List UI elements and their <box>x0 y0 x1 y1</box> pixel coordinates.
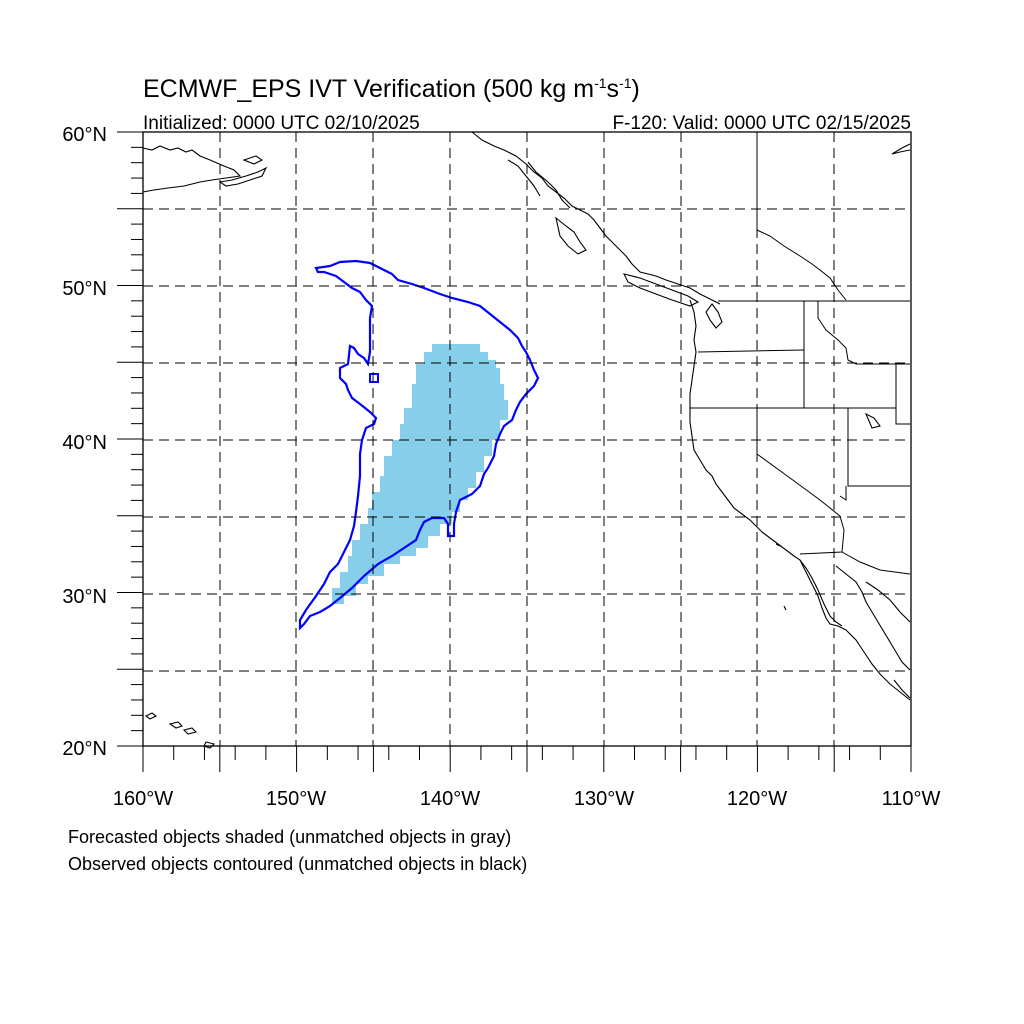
latitude-labels: 60°N 50°N 40°N 30°N 20°N <box>62 124 107 760</box>
lon-label-150: 150°W <box>266 788 326 810</box>
lat-label-40: 40°N <box>62 432 107 454</box>
lon-label-140: 140°W <box>420 788 480 810</box>
lat-label-20: 20°N <box>62 738 107 760</box>
footnote-observed: Observed objects contoured (unmatched ob… <box>68 854 527 874</box>
map-title: ECMWF_EPS IVT Verification (500 kg m-1s-… <box>143 75 640 103</box>
coastlines <box>142 131 911 749</box>
forecast-object <box>332 344 508 604</box>
init-time-label: Initialized: 0000 UTC 02/10/2025 <box>143 113 420 134</box>
footnote-forecast: Forecasted objects shaded (unmatched obj… <box>68 827 511 847</box>
lat-label-50: 50°N <box>62 278 107 300</box>
observed-object-contour <box>298 259 540 631</box>
observed-object-hole <box>369 373 379 383</box>
lon-label-120: 120°W <box>727 788 787 810</box>
longitude-labels: 160°W 150°W 140°W 130°W 120°W 110°W <box>113 788 941 810</box>
graticule <box>143 132 911 746</box>
lon-label-130: 130°W <box>574 788 634 810</box>
valid-time-label: F-120: Valid: 0000 UTC 02/15/2025 <box>612 113 911 134</box>
political-boundaries <box>690 132 911 575</box>
lon-label-110: 110°W <box>882 788 941 810</box>
lon-label-160: 160°W <box>113 788 173 810</box>
axis-ticks <box>117 131 912 772</box>
lat-label-60: 60°N <box>62 124 107 146</box>
lat-label-30: 30°N <box>62 586 107 608</box>
